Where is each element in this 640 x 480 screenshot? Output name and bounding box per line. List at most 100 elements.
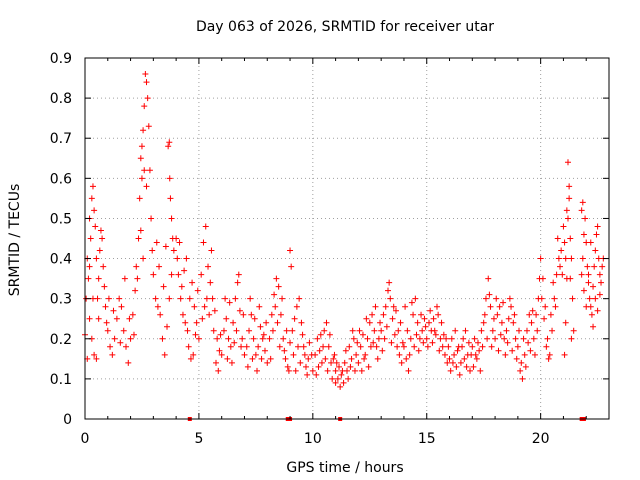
data-point: [435, 311, 442, 318]
data-point: [462, 327, 469, 334]
data-point: [251, 315, 258, 322]
data-point: [514, 343, 521, 350]
data-point: [443, 335, 450, 342]
data-point: [169, 235, 176, 242]
data-point: [87, 235, 94, 242]
data-point: [364, 335, 371, 342]
y-tick-label: 0.2: [50, 332, 72, 348]
data-point: [568, 335, 575, 342]
data-point: [479, 343, 486, 350]
data-point: [144, 95, 151, 102]
data-point: [189, 279, 196, 286]
data-point: [292, 367, 299, 374]
data-point: [461, 355, 468, 362]
data-point: [125, 359, 132, 366]
data-point: [477, 367, 484, 374]
data-point: [216, 347, 223, 354]
data-point: [110, 307, 117, 314]
data-point: [100, 263, 107, 270]
data-point: [192, 331, 199, 338]
data-point: [405, 367, 412, 374]
data-point: [176, 239, 183, 246]
data-point: [531, 351, 538, 358]
data-point: [557, 263, 564, 270]
data-point: [476, 347, 483, 354]
data-point: [378, 327, 385, 334]
grid: [85, 58, 609, 419]
y-tick-label: 0.4: [50, 252, 72, 268]
data-point: [252, 351, 259, 358]
data-point: [224, 355, 231, 362]
data-point: [392, 307, 399, 314]
data-point: [326, 331, 333, 338]
data-point: [411, 343, 418, 350]
data-point: [554, 235, 561, 242]
data-point: [486, 291, 493, 298]
data-point: [283, 327, 290, 334]
data-point: [244, 363, 251, 370]
data-point: [408, 299, 415, 306]
data-point: [268, 311, 275, 318]
data-point: [167, 195, 174, 202]
data-point: [596, 291, 603, 298]
data-point: [357, 343, 364, 350]
data-point: [596, 271, 603, 278]
data-point: [282, 355, 289, 362]
data-point: [559, 271, 566, 278]
data-point: [137, 227, 144, 234]
data-point: [598, 279, 605, 286]
data-point: [551, 295, 558, 302]
data-point: [497, 331, 504, 338]
data-point: [560, 223, 567, 230]
data-point: [569, 295, 576, 302]
data-point: [160, 283, 167, 290]
data-point: [475, 339, 481, 346]
data-point: [117, 339, 124, 346]
data-point: [414, 319, 421, 326]
data-point: [134, 275, 141, 282]
data-point: [379, 347, 386, 354]
data-point: [301, 351, 308, 358]
data-point: [395, 327, 402, 334]
data-point: [182, 319, 189, 326]
data-point: [233, 327, 240, 334]
data-point: [440, 331, 447, 338]
data-point: [356, 327, 363, 334]
data-point: [157, 311, 164, 318]
data-point: [564, 215, 571, 222]
data-point: [203, 295, 210, 302]
data-point: [562, 255, 569, 262]
data-point: [325, 343, 332, 350]
data-point: [422, 323, 429, 330]
data-point: [511, 311, 518, 318]
data-point: [175, 271, 182, 278]
data-point: [363, 315, 370, 322]
data-point: [337, 383, 344, 390]
data-point: [342, 347, 349, 354]
data-point: [449, 359, 456, 366]
data-point: [91, 351, 98, 358]
data-point: [436, 347, 443, 354]
data-point: [413, 331, 420, 338]
data-point: [153, 239, 160, 246]
data-point: [215, 367, 222, 374]
data-point: [324, 367, 331, 374]
data-point: [528, 319, 535, 326]
data-point: [86, 315, 93, 322]
data-point: [550, 279, 557, 286]
data-point: [227, 343, 234, 350]
data-point: [330, 355, 337, 362]
data-point: [288, 263, 295, 270]
data-point: [522, 363, 529, 370]
data-point: [331, 351, 338, 358]
data-point: [130, 331, 137, 338]
data-point: [371, 327, 378, 334]
data-point: [579, 255, 586, 262]
data-point: [593, 231, 600, 238]
data-point: [334, 375, 341, 382]
data-point: [570, 327, 577, 334]
data-point: [564, 159, 571, 166]
data-point: [152, 295, 159, 302]
data-point: [159, 335, 166, 342]
